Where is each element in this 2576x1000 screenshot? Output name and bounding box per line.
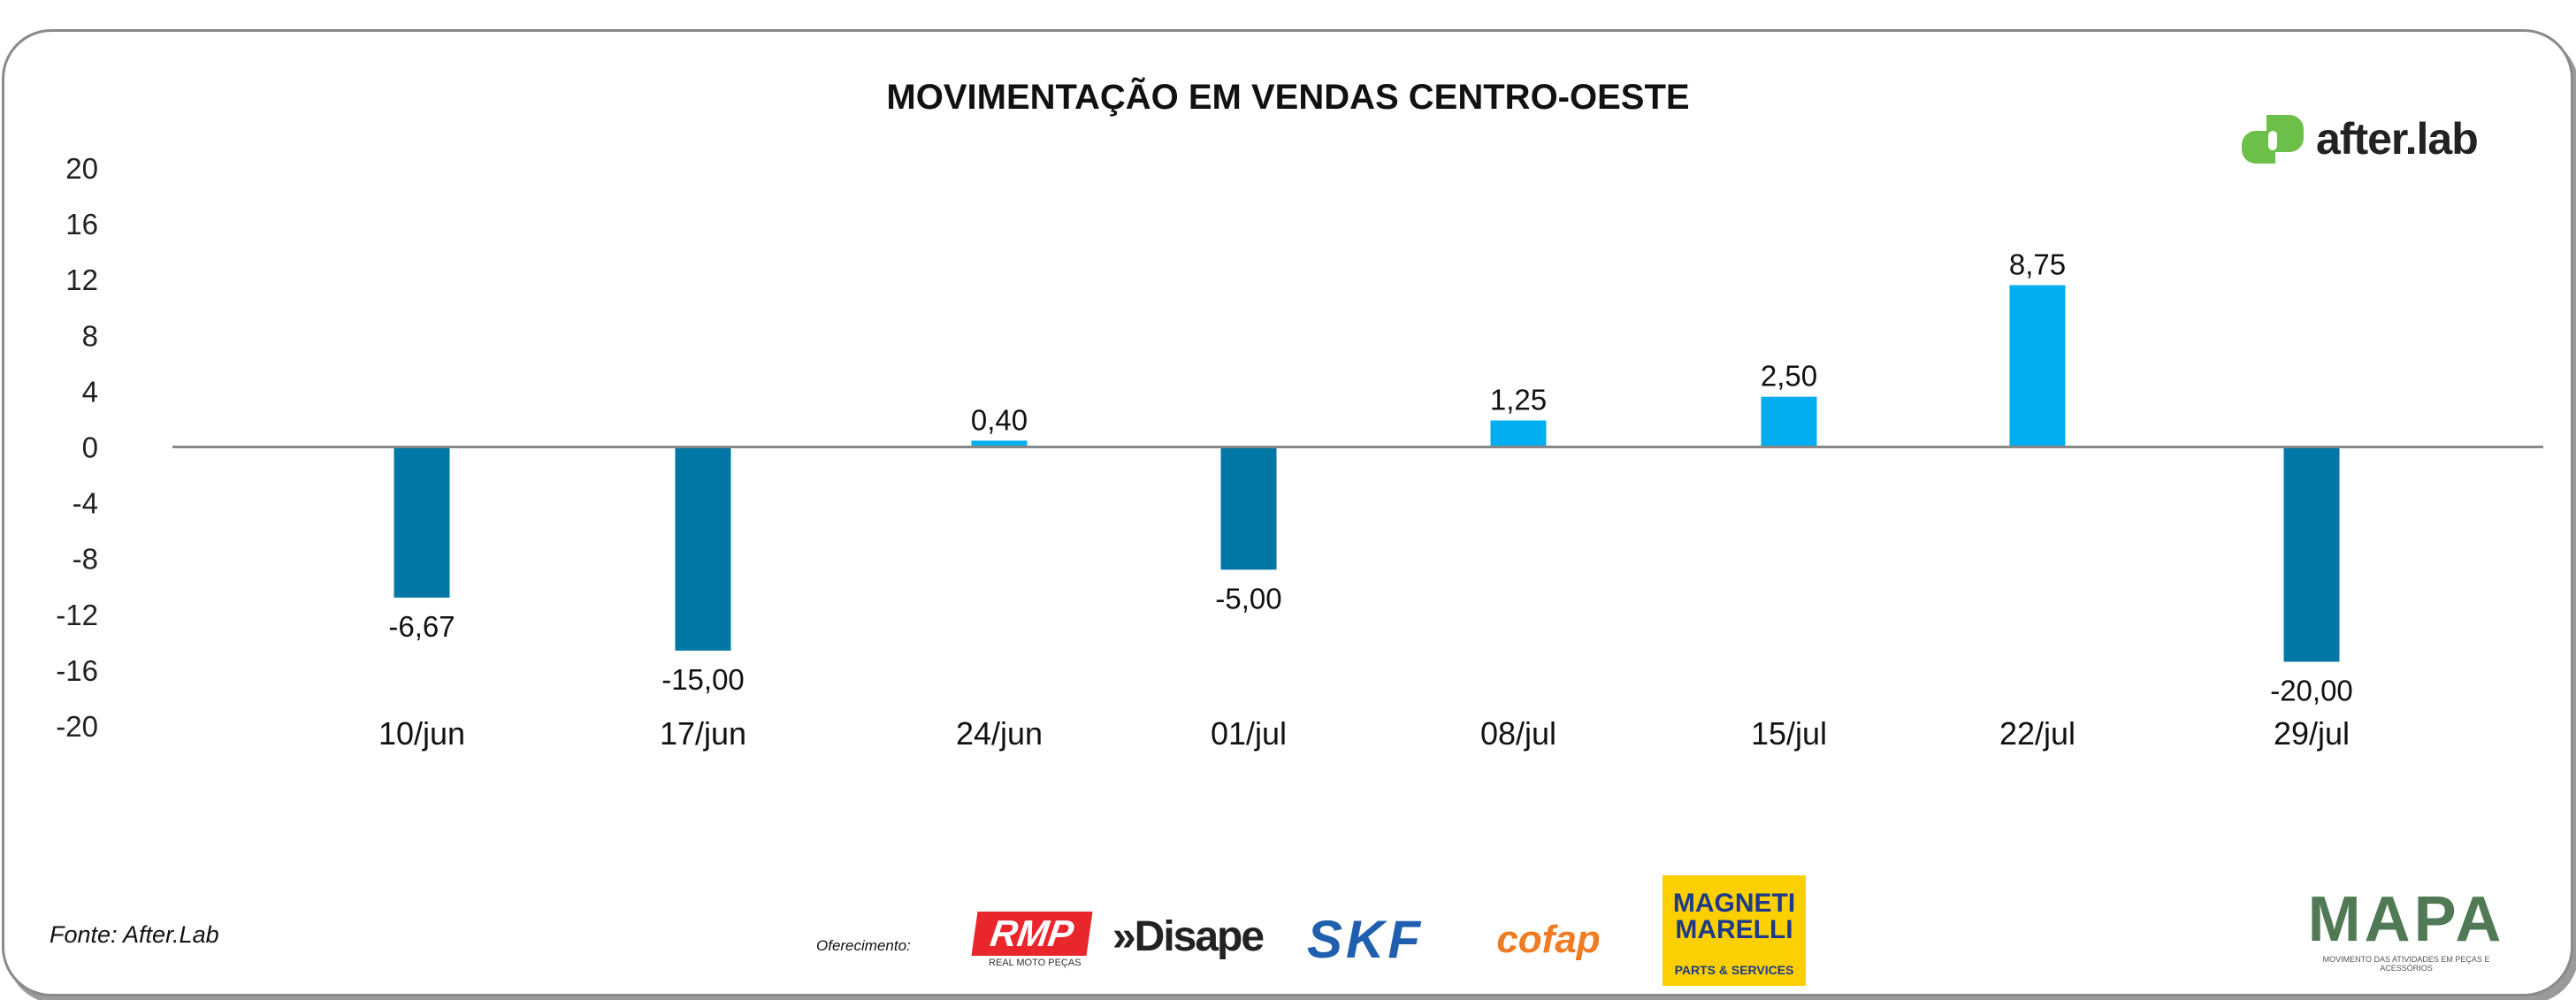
afterlab-logo-text: after.lab [2316,114,2479,164]
y-tick-label: 0 [82,431,98,464]
y-tick-label: -4 [73,487,98,520]
y-tick-label: -20 [56,710,98,743]
data-label: -20,00 [2270,674,2353,706]
y-tick-label: -12 [56,599,98,631]
data-label: 1,25 [1490,384,1547,416]
bar [1490,420,1547,447]
magneti-marelli-logo: MAGNETI MARELLI PARTS & SERVICES [1663,875,1806,986]
bar [971,440,1028,447]
y-tick-label: 4 [82,375,98,408]
x-tick-label: 10/jun [378,715,465,752]
bar [2283,447,2340,662]
disape-logo: »Disape [1112,912,1265,960]
data-label: 0,40 [971,403,1028,436]
data-label: 8,75 [2009,248,2066,281]
x-tick-label: 17/jun [660,715,746,752]
data-label: -15,00 [661,663,745,696]
data-label: -5,00 [1215,582,1281,615]
bar [1220,447,1277,570]
magneti-marelli-name: MAGNETI MARELLI [1672,888,1796,944]
mapa-logo-subtitle: MOVIMENTO DAS ATIVIDADES EM PEÇAS E ACES… [2322,955,2490,973]
mapa-logo: MAPA [2307,884,2505,955]
bar [394,447,450,598]
cofap-logo: cofap [1496,917,1601,961]
y-tick-label: 8 [82,319,98,352]
y-tick-label: -8 [73,543,98,576]
bar [1761,396,1817,447]
x-tick-label: 08/jul [1480,715,1556,752]
afterlab-logo: after.lab [2242,113,2479,164]
rmp-logo-subtitle: REAL MOTO PEÇAS [989,958,1082,968]
chart-title: MOVIMENTAÇÃO EM VENDAS CENTRO-OESTE [886,78,1690,117]
sponsor-label: Oferecimento: [816,937,911,954]
source-note: Fonte: After.Lab [50,921,219,948]
data-label: 2,50 [1761,360,1817,393]
y-tick-label: 16 [65,208,98,240]
y-tick-label: -16 [56,654,98,687]
x-tick-label: 22/jul [1999,715,2075,752]
afterlab-logo-icon [2242,114,2304,164]
magneti-marelli-subtitle: PARTS & SERVICES [1674,962,1794,977]
y-tick-label: 12 [65,263,98,296]
y-tick-label: 20 [65,152,98,185]
bar [675,447,731,651]
data-label: -6,67 [388,610,455,643]
skf-logo: SKF [1307,910,1424,969]
x-tick-label: 15/jul [1751,715,1827,752]
bar [2009,285,2066,447]
x-tick-label: 24/jun [956,715,1043,752]
rmp-logo: RMP [971,912,1093,956]
x-tick-label: 01/jul [1211,715,1287,752]
x-tick-label: 29/jul [2274,715,2350,752]
